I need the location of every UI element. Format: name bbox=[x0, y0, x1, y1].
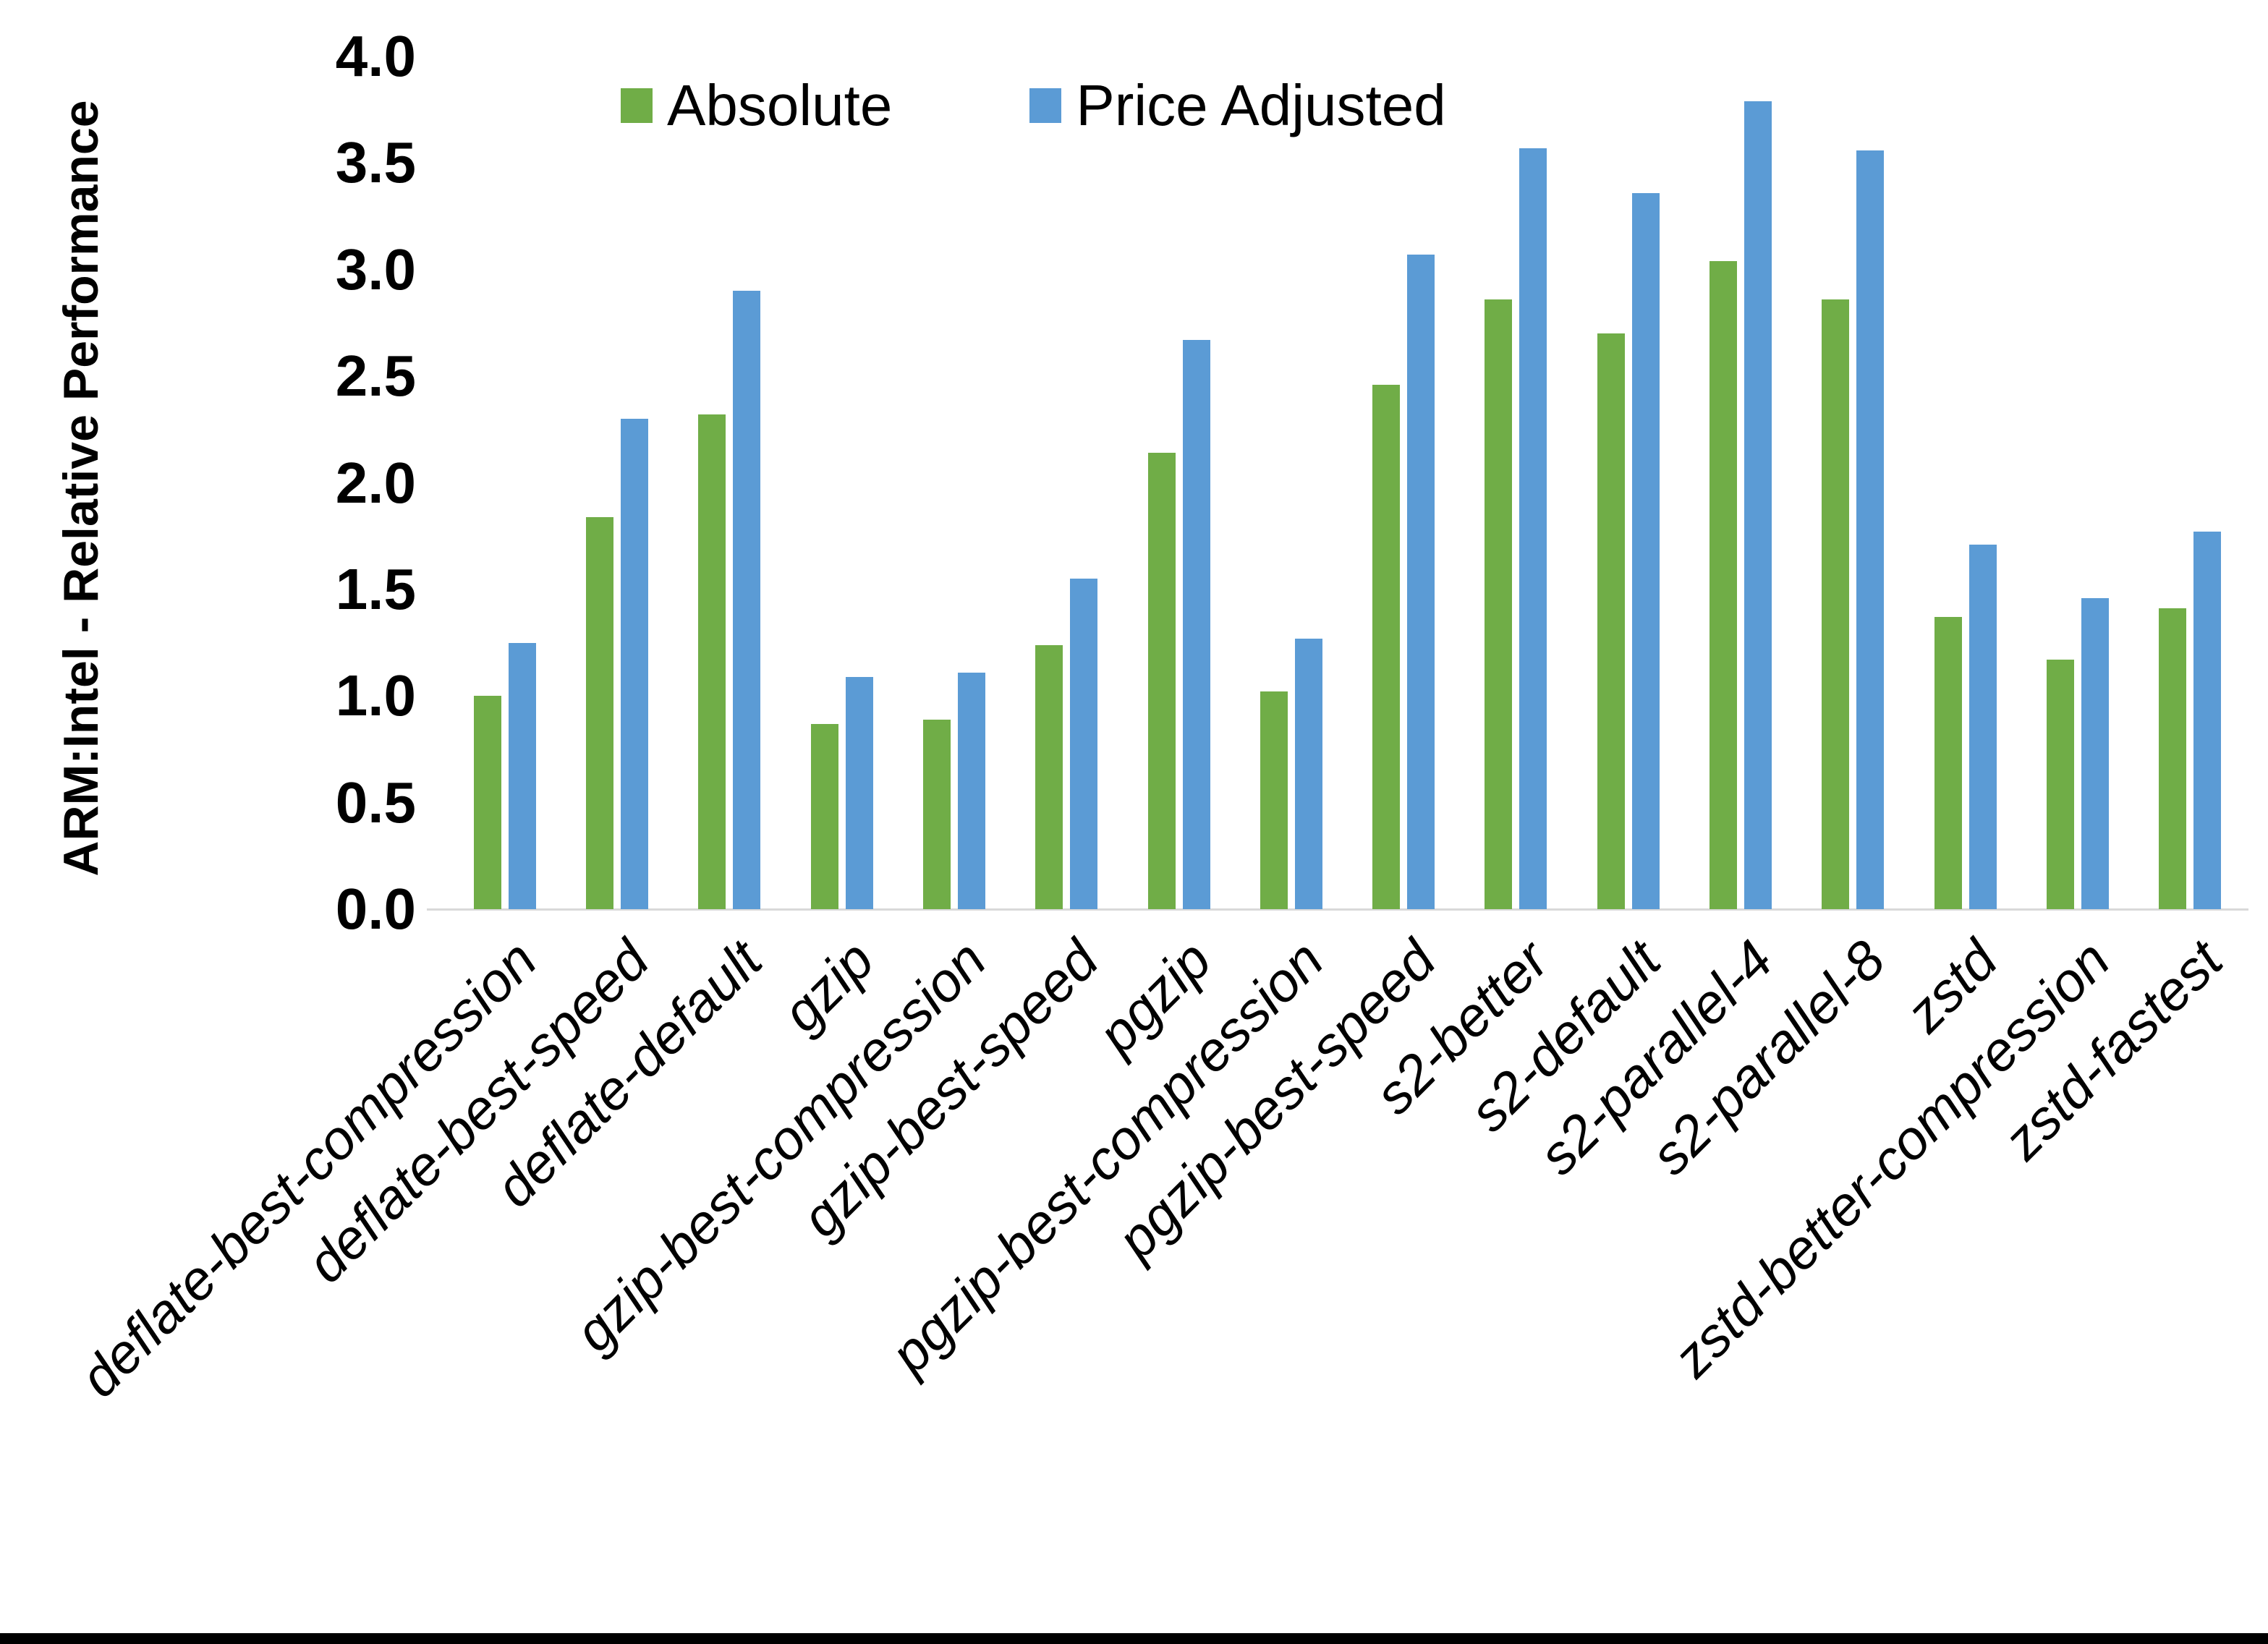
bar-absolute-zstd-fastest bbox=[2159, 608, 2187, 909]
legend-swatch-price-adjusted-icon bbox=[1029, 88, 1062, 123]
x-axis-line bbox=[427, 908, 2248, 911]
bar-absolute-zstd bbox=[1934, 617, 1962, 909]
bar-absolute-s2-parallel-4 bbox=[1710, 260, 1738, 909]
bar-price-adjusted-gzip-best-speed bbox=[1070, 579, 1098, 909]
bar-price-adjusted-deflate-best-speed bbox=[620, 419, 648, 909]
bar-price-adjusted-deflate-best-compression bbox=[508, 642, 536, 909]
bar-absolute-deflate-best-speed bbox=[585, 516, 613, 909]
bar-price-adjusted-pgzip bbox=[1182, 340, 1210, 909]
legend-item-absolute: Absolute bbox=[621, 72, 892, 139]
bar-price-adjusted-gzip bbox=[845, 676, 873, 909]
bar-absolute-zstd-better-compression bbox=[2047, 660, 2075, 909]
bar-price-adjusted-zstd-better-compression bbox=[2081, 597, 2110, 909]
bar-price-adjusted-gzip-best-compression bbox=[957, 672, 985, 909]
bar-price-adjusted-s2-parallel-4 bbox=[1744, 101, 1772, 909]
y-tick-label-1.0: 1.0 bbox=[335, 663, 416, 728]
bar-absolute-s2-better bbox=[1485, 299, 1513, 909]
bar-absolute-gzip bbox=[810, 723, 838, 909]
legend: Absolute Price Adjusted bbox=[621, 72, 1446, 139]
bar-absolute-deflate-best-compression bbox=[473, 696, 501, 909]
plot-area bbox=[449, 56, 2246, 909]
x-axis-label-deflate-best-compression: deflate-best-compression bbox=[68, 929, 549, 1410]
bar-absolute-pgzip bbox=[1147, 453, 1176, 909]
y-tick-label-3.5: 3.5 bbox=[335, 130, 416, 195]
bottom-border bbox=[0, 1633, 2268, 1644]
y-tick-label-1.5: 1.5 bbox=[335, 556, 416, 621]
legend-swatch-absolute-icon bbox=[621, 88, 653, 123]
bar-absolute-s2-default bbox=[1597, 333, 1625, 909]
legend-label-absolute: Absolute bbox=[667, 73, 893, 137]
y-tick-label-3.0: 3.0 bbox=[335, 237, 416, 302]
bar-price-adjusted-s2-parallel-8 bbox=[1856, 150, 1885, 909]
bar-absolute-gzip-best-compression bbox=[922, 719, 951, 909]
y-tick-label-2.0: 2.0 bbox=[335, 450, 416, 515]
bar-price-adjusted-s2-default bbox=[1631, 192, 1660, 909]
bar-absolute-pgzip-best-speed bbox=[1372, 384, 1401, 909]
bar-price-adjusted-deflate-default bbox=[733, 291, 761, 909]
bar-absolute-gzip-best-speed bbox=[1035, 644, 1063, 909]
y-tick-label-4.0: 4.0 bbox=[335, 24, 416, 88]
bar-absolute-pgzip-best-compression bbox=[1260, 691, 1288, 909]
bar-price-adjusted-pgzip-best-speed bbox=[1407, 255, 1435, 909]
bar-absolute-s2-parallel-8 bbox=[1822, 299, 1850, 909]
bar-price-adjusted-zstd-fastest bbox=[2193, 532, 2222, 909]
y-tick-label-2.5: 2.5 bbox=[335, 344, 416, 409]
legend-label-price-adjusted: Price Adjusted bbox=[1076, 73, 1446, 137]
bar-price-adjusted-zstd bbox=[1968, 544, 1997, 909]
y-tick-label-0.5: 0.5 bbox=[335, 770, 416, 835]
bar-price-adjusted-pgzip-best-compression bbox=[1294, 638, 1322, 909]
y-tick-label-0.0: 0.0 bbox=[335, 877, 416, 941]
legend-item-price-adjusted: Price Adjusted bbox=[1029, 72, 1446, 139]
bar-absolute-deflate-default bbox=[698, 414, 726, 909]
bar-price-adjusted-s2-better bbox=[1519, 148, 1547, 909]
